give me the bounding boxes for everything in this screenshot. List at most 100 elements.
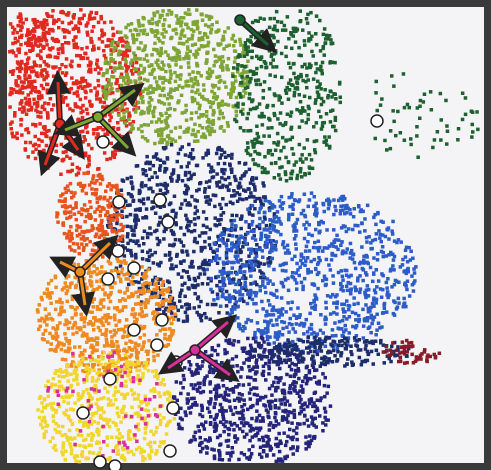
point [207,236,211,240]
point [339,269,343,273]
point [324,300,328,305]
point [233,193,237,197]
point [164,186,168,190]
point [117,212,121,217]
point [117,354,121,358]
point [155,228,159,233]
point [294,29,298,33]
point [178,57,182,61]
point [62,210,67,214]
point [89,417,93,421]
point [123,57,127,61]
point [159,260,163,265]
point [25,127,30,131]
point [162,237,166,241]
point [237,278,241,283]
point [57,312,61,317]
point [46,13,50,18]
point [36,310,40,314]
point [75,53,79,58]
point [220,169,224,174]
point [238,292,242,297]
point [100,40,105,44]
point [78,419,82,423]
point [327,34,332,38]
point [109,343,114,347]
point [80,184,85,188]
point [349,273,353,278]
point [369,241,373,245]
point [304,244,309,249]
point [303,62,307,67]
point [293,330,298,334]
point [88,64,93,68]
point [246,45,250,49]
point [130,312,134,317]
point [292,93,296,98]
point [11,135,15,139]
point [215,20,219,24]
point [115,210,119,215]
point [129,353,134,357]
point [176,74,180,78]
point [181,269,186,273]
point [302,192,307,196]
point [254,71,258,76]
point [158,53,162,58]
point [106,184,110,188]
point [134,69,138,74]
point [296,306,300,310]
point [127,282,131,287]
point [171,266,175,271]
point [124,81,128,86]
point [226,56,231,61]
point [56,47,60,52]
point [373,212,377,217]
point [290,257,294,262]
point [83,138,87,142]
point [124,25,128,30]
point [114,445,118,450]
point [421,100,426,104]
point [210,126,214,131]
point [280,28,285,32]
point [287,330,291,334]
point [98,209,103,214]
point [97,451,101,455]
point [158,158,163,162]
point [255,321,260,325]
point [156,281,160,285]
point [372,288,377,292]
point [81,331,86,335]
point [19,42,23,47]
point [181,319,186,324]
point [256,19,260,23]
point [222,241,226,245]
point [63,432,68,437]
point [91,177,95,181]
point [264,290,268,295]
point [147,177,152,182]
point [310,34,314,38]
point [335,233,339,238]
point [57,199,62,203]
point [102,100,106,105]
point [143,276,148,280]
point [83,229,88,234]
point [50,14,54,19]
point [169,266,173,271]
point [168,80,172,85]
point [96,362,101,367]
point [261,220,265,224]
point [268,230,273,234]
point [119,455,124,460]
point [76,433,81,437]
point [230,81,235,85]
point [85,82,90,86]
point [60,204,65,209]
point [220,294,224,299]
point [309,322,314,327]
point [229,271,234,275]
point [115,218,120,222]
point [372,271,376,275]
